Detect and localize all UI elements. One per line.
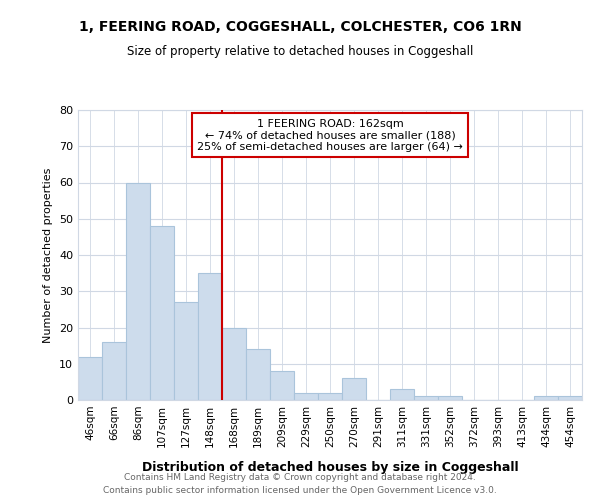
Bar (390, 389, 414, 400)
Text: 1 FEERING ROAD: 162sqm
← 74% of detached houses are smaller (188)
25% of semi-de: 1 FEERING ROAD: 162sqm ← 74% of detached… (197, 118, 463, 152)
Bar (342, 378, 366, 400)
Bar (150, 226, 174, 400)
X-axis label: Distribution of detached houses by size in Coggeshall: Distribution of detached houses by size … (142, 461, 518, 474)
Bar (414, 396, 438, 400)
Text: Size of property relative to detached houses in Coggeshall: Size of property relative to detached ho… (127, 45, 473, 58)
Bar (198, 273, 222, 400)
Bar (126, 182, 150, 400)
Text: 1, FEERING ROAD, COGGESHALL, COLCHESTER, CO6 1RN: 1, FEERING ROAD, COGGESHALL, COLCHESTER,… (79, 20, 521, 34)
Bar (246, 349, 270, 400)
Bar (222, 328, 246, 400)
Bar (294, 393, 318, 400)
Bar (534, 396, 558, 400)
Bar (174, 302, 198, 400)
Y-axis label: Number of detached properties: Number of detached properties (43, 168, 53, 342)
Bar (270, 371, 294, 400)
Bar (102, 342, 126, 400)
Bar (558, 396, 582, 400)
Text: Contains HM Land Registry data © Crown copyright and database right 2024.
Contai: Contains HM Land Registry data © Crown c… (103, 473, 497, 495)
Bar (438, 396, 462, 400)
Bar (78, 356, 102, 400)
Bar (318, 393, 342, 400)
